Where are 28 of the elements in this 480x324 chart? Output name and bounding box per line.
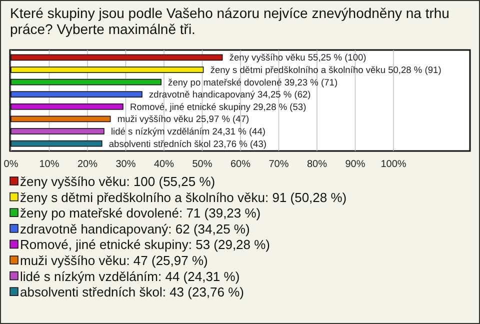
x-tick-label: 90% <box>345 159 366 170</box>
text: ženy s dětmi předškolního a školního věku: 91 (50,28 %) <box>20 190 347 205</box>
text: Romové, jiné etnické skupiny: 53 (29,28 %) <box>20 237 270 252</box>
category-label: lidé s nízkým vzděláním 24,31 % (44) <box>110 126 266 136</box>
category-label: ženy s dětmi předškolního a školního věku 50,28 % (91) <box>210 65 442 76</box>
text: muži vyššího věku: 47 (25,97 %) <box>20 253 208 268</box>
text: absolventi středních škol: 43 (23,76 %) <box>20 284 244 300</box>
category-label: ženy po mateřské dovolené 39,23 % (71) <box>168 77 338 88</box>
chart-title: Které skupiny jsou podle Vašeho názoru nejvíce znevýhodněny na trhu práce? Vyberte maximálně tři. <box>10 5 450 37</box>
category-label: absolventi středních škol 23,76 % (43) <box>108 138 267 149</box>
x-tick-label: 100% <box>380 159 406 170</box>
x-tick-label: 80% <box>306 159 328 170</box>
x-tick-label: 70% <box>268 159 289 170</box>
x-tick-label: 0% <box>4 159 18 170</box>
text: ženy po mateřské dovolené: 71 (39,23 %) <box>20 206 261 221</box>
x-tick-label: 20% <box>77 159 98 170</box>
x-tick-label: 60% <box>230 159 251 170</box>
text: zdravotně handicapovaný: 62 (34,25 %) <box>20 221 250 236</box>
category-label: ženy vyššího věku 55,25 % (100) <box>229 52 366 63</box>
text: ženy vyššího věku: 100 (55,25 %) <box>20 174 216 189</box>
x-tick-label: 50% <box>192 159 212 170</box>
category-label: Romové, jiné etnické skupiny 29,28 % (53) <box>130 102 306 112</box>
x-tick-label: 10% <box>39 159 60 170</box>
category-label: zdravotně handicapovaný 34,25 % (62) <box>149 90 311 100</box>
category-label: muži vyššího věku 25,97 % (47) <box>117 114 250 124</box>
x-tick-label: 40% <box>154 159 174 170</box>
x-tick-label: 30% <box>116 159 136 170</box>
text: lidé s nízkým vzděláním: 44 (24,31 %) <box>20 268 240 284</box>
